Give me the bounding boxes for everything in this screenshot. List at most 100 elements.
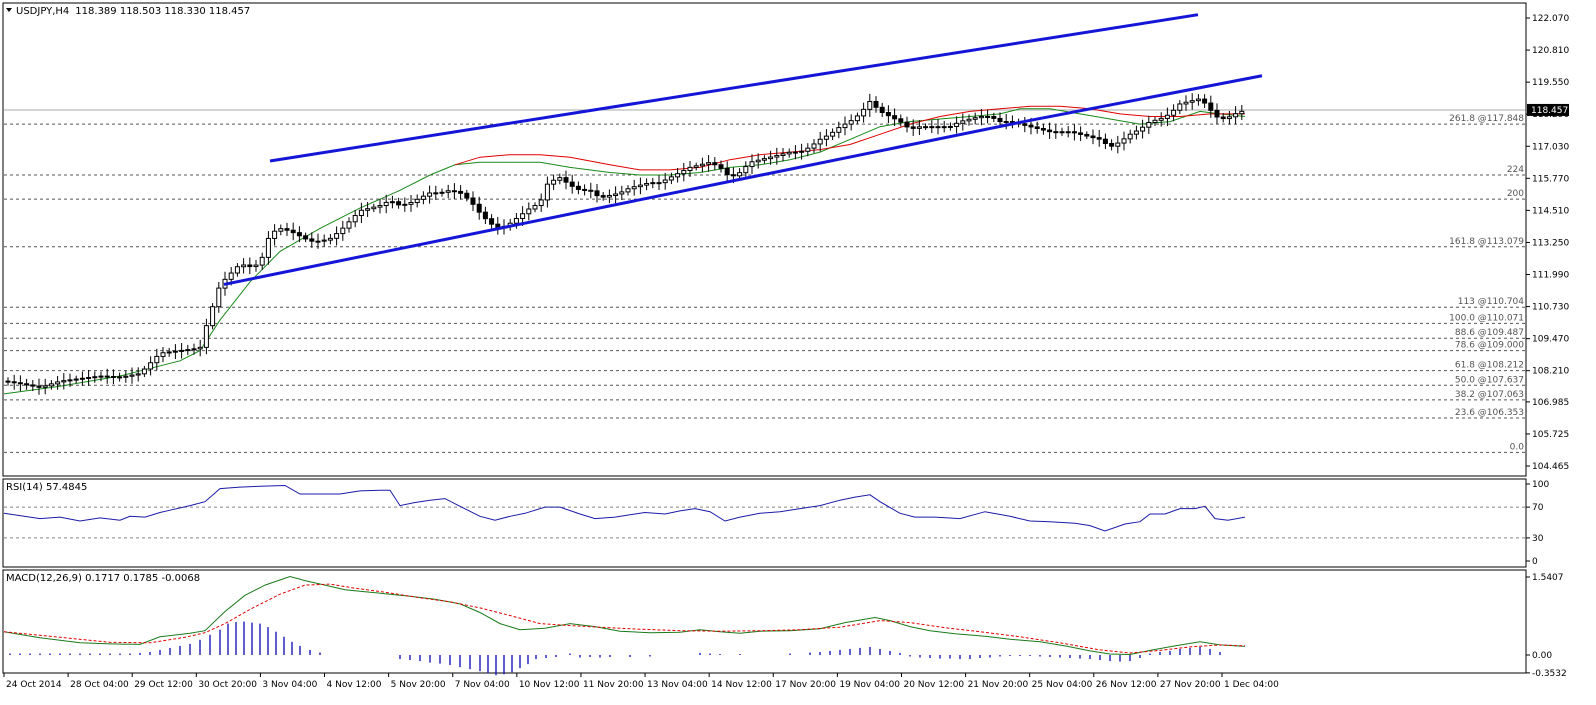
channel-line-middle[interactable] [1023, 74, 1263, 124]
fib-label: 38.2 @107.063 [1455, 390, 1524, 400]
candle-body [1171, 109, 1177, 116]
candle-body [1202, 98, 1208, 104]
candle-body [960, 120, 966, 124]
candle-body [755, 159, 761, 163]
candle-body [650, 182, 656, 185]
candle-body [495, 223, 501, 228]
candle-body [730, 174, 736, 177]
candle-body [482, 211, 488, 220]
candle-body [36, 385, 42, 388]
candle-body [402, 203, 408, 206]
candle-body [743, 166, 749, 174]
candle-body [445, 190, 451, 193]
candle-body [470, 197, 476, 205]
candle-body [1220, 116, 1226, 120]
candle-body [42, 385, 48, 388]
price-tick-label: 105.725 [1532, 430, 1569, 440]
candle-body [631, 186, 637, 190]
price-axis: 122.070120.810119.550118.290117.030115.7… [1526, 14, 1569, 472]
candle-body [1121, 138, 1127, 144]
candle-body [197, 346, 203, 350]
candle-body [668, 176, 674, 181]
candle-body [24, 383, 30, 386]
time-tick-label: 17 Nov 20:00 [775, 680, 836, 690]
candle-body [675, 173, 681, 178]
rsi-panel [2, 478, 1527, 568]
candle-body [966, 118, 972, 122]
menu-triangle-icon[interactable] [6, 8, 12, 12]
candle-body [687, 166, 693, 172]
candle-body [179, 349, 185, 352]
candle-body [830, 131, 836, 137]
macd-panel [2, 569, 1527, 674]
candle-body [30, 384, 36, 387]
candle-body [241, 264, 247, 268]
candle-body [383, 201, 389, 207]
candle-body [1177, 103, 1183, 111]
candle-body [774, 154, 780, 158]
candle-body [929, 126, 935, 129]
candle-body [811, 143, 817, 149]
candle-body [836, 127, 842, 133]
candle-body [123, 375, 129, 378]
candle-body [582, 188, 588, 191]
candle-body [1127, 133, 1133, 140]
candle-body [1189, 100, 1195, 103]
price-tick-label: 110.730 [1532, 303, 1569, 313]
candle-body [656, 182, 662, 185]
candle-body [985, 115, 991, 118]
candle-body [464, 192, 470, 199]
macd-tick-label: -0.3532 [1532, 669, 1567, 679]
candle-body [1133, 130, 1139, 135]
candle-body [5, 380, 11, 383]
candle-body [265, 237, 271, 258]
fib-label: 200 [1507, 189, 1524, 199]
candle-body [1078, 132, 1084, 135]
candle-body [947, 125, 953, 128]
candle-body [954, 122, 960, 127]
time-tick-label: 25 Nov 04:00 [1032, 680, 1093, 690]
candle-body [1214, 109, 1220, 118]
candle-body [476, 203, 482, 213]
candle-body [420, 195, 426, 200]
rsi-tick-label: 100 [1532, 480, 1549, 490]
candle-body [451, 190, 457, 193]
price-tick-label: 122.070 [1532, 14, 1569, 24]
time-axis: 24 Oct 2014 28 Oct 04:00 29 Oct 12:00 30 Oc… [3, 673, 1279, 690]
candle-body [805, 147, 811, 152]
candle-body [135, 373, 141, 376]
fib-label: 113 @110.704 [1458, 297, 1525, 307]
candle-body [718, 164, 724, 169]
time-tick-label: 26 Nov 12:00 [1096, 680, 1157, 690]
candle-body [389, 201, 395, 204]
candle-body [98, 375, 104, 378]
candle-body [1183, 101, 1189, 105]
candle-body [898, 118, 904, 123]
candle-body [885, 112, 891, 117]
time-tick-label: 28 Oct 04:00 [70, 680, 129, 690]
candle-body [67, 379, 73, 382]
channel-line-upper[interactable] [269, 13, 1199, 163]
rsi-axis: 100 70 30 0 [1526, 480, 1549, 567]
candle-body [11, 381, 17, 384]
candle-body [1233, 113, 1239, 118]
fib-label: 161.8 @113.079 [1449, 237, 1524, 247]
candle-body [489, 218, 495, 225]
candle-body [526, 208, 532, 215]
fib-label: 23.6 @106.353 [1455, 408, 1524, 418]
candle-body [172, 350, 178, 353]
candle-body [1053, 131, 1059, 134]
candle-body [1115, 142, 1121, 147]
candle-body [935, 126, 941, 129]
candle-body [104, 375, 110, 378]
candle-body [73, 378, 79, 381]
candle-body [724, 167, 730, 176]
candle-body [892, 115, 898, 120]
candle-body [606, 195, 612, 198]
candle-body [563, 177, 569, 183]
candle-body [284, 228, 290, 231]
channel-line-lower[interactable] [223, 120, 1025, 286]
candle-body [991, 115, 997, 119]
candle-body [228, 272, 234, 280]
candle-body [613, 193, 619, 197]
